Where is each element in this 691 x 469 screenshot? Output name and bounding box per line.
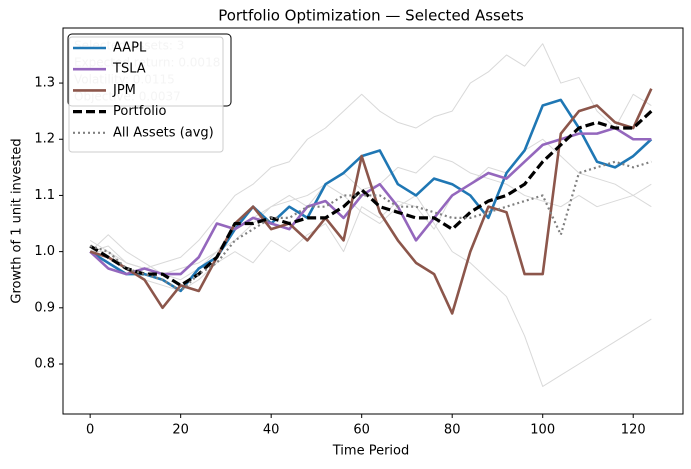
axes-frame (62, 27, 684, 415)
legend-label: All Assets (avg) (113, 125, 214, 140)
x-tick-label: 120 (621, 423, 646, 438)
legend-label: Portfolio (113, 104, 167, 119)
x-tick-label: 80 (444, 423, 461, 438)
legend-label: TSLA (112, 62, 146, 77)
y-tick-label: 1.3 (34, 76, 55, 91)
x-axis-label: Time Period (332, 444, 409, 459)
y-tick-label: 0.8 (34, 356, 55, 371)
series-line (89, 88, 653, 315)
y-tick-label: 1.1 (34, 188, 55, 203)
y-tick-label: 0.9 (34, 300, 55, 315)
x-tick-label: 100 (530, 423, 555, 438)
legend-box (68, 36, 224, 153)
series-line (89, 126, 652, 276)
background-line (89, 183, 652, 387)
x-tick-label: 60 (353, 423, 370, 438)
y-axis-label: Growth of 1 unit invested (10, 138, 25, 303)
chart-title: Portfolio Optimization — Selected Assets (218, 7, 524, 25)
legend-label: AAPL (113, 41, 147, 56)
y-tick-label: 1.2 (34, 132, 55, 147)
legend-label: JPM (112, 83, 136, 98)
x-tick-label: 40 (263, 423, 280, 438)
background-line (90, 43, 652, 269)
series-line (89, 160, 652, 293)
y-tick-label: 1.0 (34, 244, 55, 259)
x-tick-label: 0 (86, 423, 94, 438)
series-line (89, 109, 653, 287)
x-tick-label: 20 (172, 423, 189, 438)
